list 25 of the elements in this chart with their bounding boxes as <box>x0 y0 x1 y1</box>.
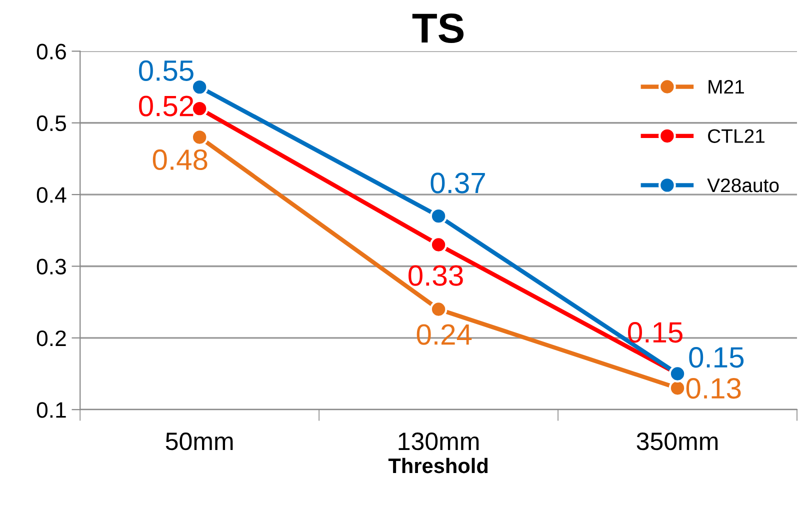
data-label: 0.37 <box>430 172 485 194</box>
data-label: 0.15 <box>628 322 682 343</box>
data-label: 0.15 <box>689 347 744 368</box>
x-tick-label: 350mm <box>636 432 718 450</box>
y-tick-label: 0.2 <box>36 330 66 346</box>
x-tick-label: 130mm <box>398 432 479 450</box>
y-tick-label: 0.4 <box>36 187 66 203</box>
y-tick-label: 0.3 <box>36 258 66 275</box>
data-label: 0.13 <box>686 378 741 399</box>
x-tick-label: 50mm <box>166 432 233 450</box>
y-tick-label: 0.1 <box>36 402 66 418</box>
point <box>430 300 448 318</box>
data-label: 0.24 <box>416 324 472 345</box>
y-tick-label: 0.6 <box>36 44 66 60</box>
legend-label: M21 <box>708 80 744 94</box>
data-label: 0.55 <box>139 60 194 81</box>
x-axis-title: Threshold <box>388 458 488 474</box>
data-label: 0.52 <box>139 96 194 116</box>
data-label: 0.48 <box>152 149 208 170</box>
data-label: 0.33 <box>408 265 463 286</box>
y-tick-label: 0.5 <box>36 115 66 132</box>
legend-label: CTL21 <box>708 129 764 143</box>
legend-label: V28auto <box>707 178 779 192</box>
chart-title: TS <box>412 13 464 43</box>
point <box>430 236 448 254</box>
